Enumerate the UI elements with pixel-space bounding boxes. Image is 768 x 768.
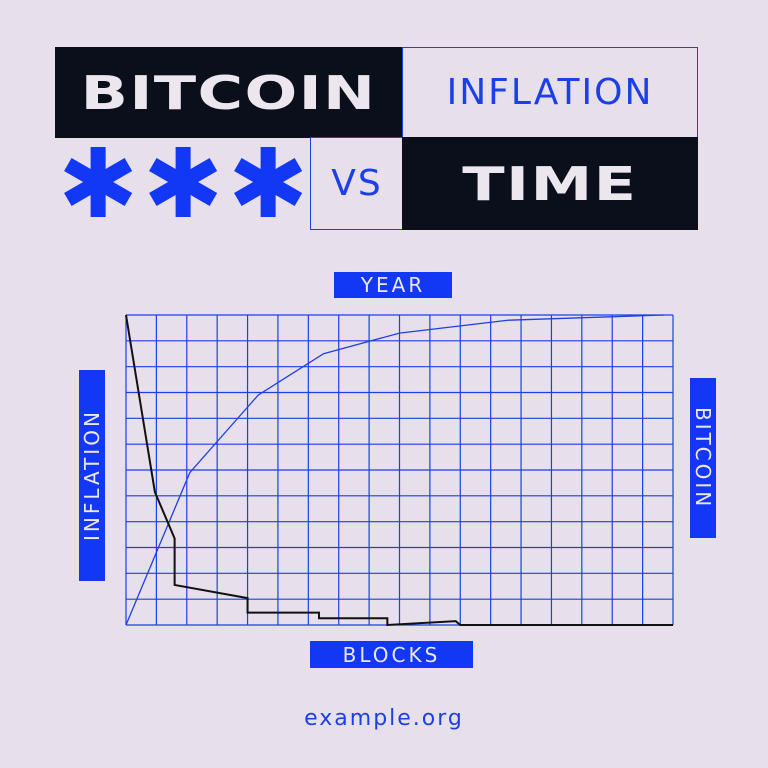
title-inflation-box: INFLATION (402, 47, 698, 138)
title-inflation: INFLATION (446, 72, 654, 113)
footer-url[interactable]: example.org (304, 706, 464, 731)
series-line-bitcoin-supply (125, 314, 664, 626)
asterisk-icon: ✱ (228, 128, 309, 240)
title-vs-box: VS (310, 137, 403, 230)
title-vs: VS (331, 163, 383, 204)
x-axis-top-label: YEAR (334, 272, 452, 298)
series-line-inflation (125, 314, 673, 627)
x-axis-bottom-label: BLOCKS (310, 641, 473, 668)
asterisk-icon: ✱ (143, 128, 224, 240)
title-time: TIME (462, 156, 638, 211)
title-bitcoin: BITCOIN (81, 65, 377, 120)
asterisk-icon: ✱ (58, 128, 139, 240)
title-bitcoin-box: BITCOIN (55, 47, 403, 138)
title-time-box: TIME (402, 137, 698, 230)
y-axis-right-label: BITCOIN (690, 378, 716, 538)
